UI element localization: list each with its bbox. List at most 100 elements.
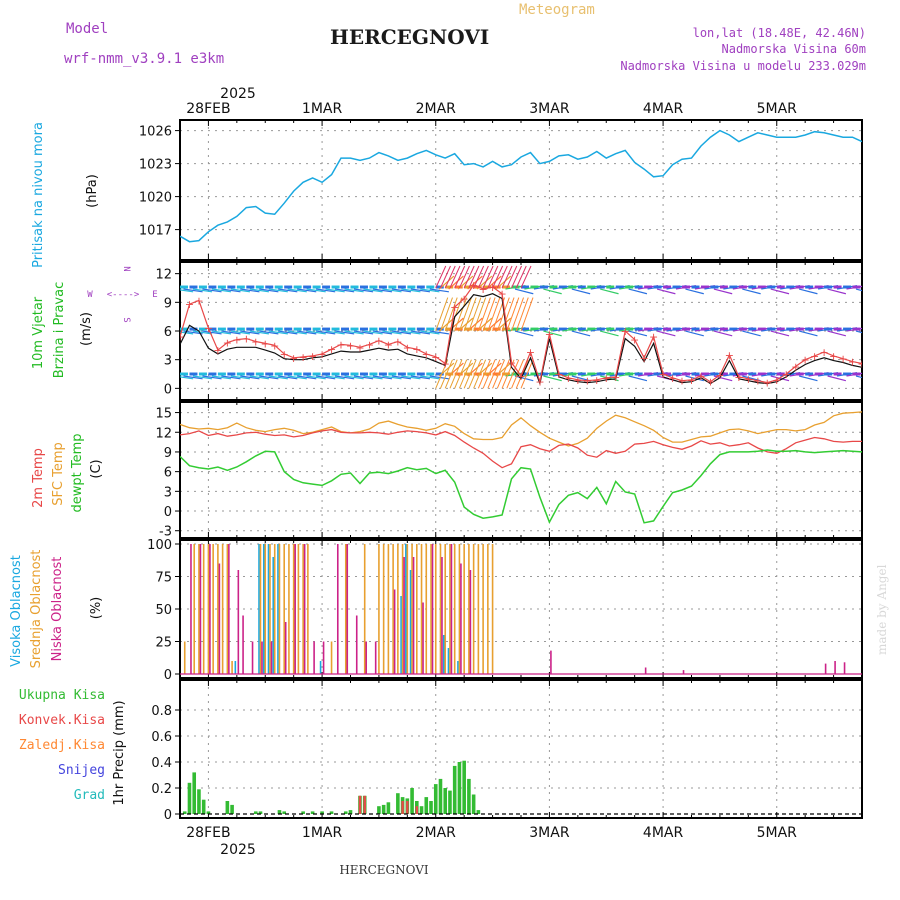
bottom-date-label: 4MAR <box>643 825 684 841</box>
wind-arrow <box>192 375 213 380</box>
wind-arrow <box>259 330 279 335</box>
sfc-temp-line <box>180 411 862 447</box>
wind-arrow <box>297 330 317 335</box>
precip-bar <box>410 788 414 814</box>
wind-speed-marker: + <box>422 348 431 361</box>
convective-bar <box>401 801 404 814</box>
y-tick-label: -3 <box>159 525 172 540</box>
wind-hatch <box>440 265 451 289</box>
y-tick-label: 1020 <box>139 191 172 206</box>
wind-speed-marker: + <box>640 352 649 365</box>
precip-bar <box>433 784 438 814</box>
wind-speed-marker: + <box>223 336 232 349</box>
wind-speed-marker: + <box>810 350 819 363</box>
wind-hatch <box>454 297 468 332</box>
wind-speed-marker: + <box>782 368 791 381</box>
wind-arrow <box>486 275 502 290</box>
convective-bar <box>358 795 362 814</box>
model-elevation: Nadmorska Visina u modelu 233.029m <box>620 59 866 73</box>
cloud-panel: 0 25 50 75 100 <box>147 538 863 683</box>
wind-speed-marker: + <box>374 335 383 348</box>
legend-zaledj: Zaledj.Kisa <box>19 738 105 753</box>
wind-speed-marker: + <box>734 371 743 384</box>
top-date-label: 5MAR <box>757 101 798 117</box>
wind-arrow <box>742 288 761 295</box>
wind-arrow <box>799 288 818 295</box>
wind-hatch <box>444 265 456 289</box>
panel-clip-group: ++ ++++ + + + + ++ + + + + + + + + + + + + + + + +++++ + +++++++… <box>180 265 862 390</box>
y-tick-label: 12 <box>155 268 172 283</box>
wind-arrow <box>855 288 862 292</box>
wind-hatch <box>501 359 515 389</box>
wind-speed-marker: + <box>535 376 544 389</box>
precip-bar <box>386 802 391 814</box>
cloud-low-title: Niska Oblacnost <box>50 557 65 662</box>
wind-hatch <box>511 265 522 289</box>
y-tick-label: 15 <box>155 407 172 422</box>
wind-arrow <box>268 330 288 335</box>
wind-speed-marker: + <box>772 374 781 387</box>
wind-speed-marker: + <box>289 352 298 365</box>
wind-speed-marker: + <box>602 372 611 385</box>
precip-bar <box>277 810 282 814</box>
wind-hatch <box>487 265 499 289</box>
wind-hatch <box>515 265 527 289</box>
y-tick-label: 9 <box>164 446 172 461</box>
wind-arrow <box>249 288 270 293</box>
wind-arrow <box>211 330 232 335</box>
wind-arrow <box>543 330 562 337</box>
wind-hatch <box>444 359 458 389</box>
wind-speed-marker: + <box>649 331 658 344</box>
y-tick-label: 0 <box>164 808 172 823</box>
wind-arrow <box>268 288 288 293</box>
wind-arrow <box>287 288 307 293</box>
precip-bar <box>343 811 348 814</box>
y-tick-label: 0 <box>164 668 172 683</box>
wind-arrow <box>344 330 364 335</box>
wind-arrow <box>268 375 288 380</box>
wind-speed-marker: + <box>403 341 412 354</box>
wind-arrow <box>628 288 648 295</box>
wind-hatch <box>496 359 510 389</box>
wind-speed-marker: + <box>185 298 194 311</box>
precip-unit: 1hr Precip (mm) <box>112 700 127 805</box>
wind-arrow <box>334 375 355 380</box>
wind-speed-marker: + <box>554 368 563 381</box>
compass-south: S <box>121 317 131 322</box>
wind-speed-marker: + <box>299 351 308 364</box>
wind-speed-marker: + <box>791 360 800 373</box>
wind-arrow <box>325 288 345 293</box>
wind-arrow <box>192 330 213 335</box>
top-date-label: 3MAR <box>529 101 570 117</box>
wind-speed-marker: + <box>242 333 251 346</box>
precip-bar <box>452 765 457 814</box>
wind-arrow <box>656 330 676 337</box>
top-year-label: 2025 <box>220 86 256 102</box>
cloud-unit: (%) <box>89 597 104 620</box>
wind-arrow <box>855 375 862 379</box>
wind-hatch <box>496 297 510 332</box>
wind-arrow <box>325 330 345 335</box>
wind-arrow <box>315 375 336 380</box>
wind-arrow <box>259 288 279 293</box>
wind-speed-marker: + <box>801 354 810 367</box>
wind-hatch <box>492 265 504 289</box>
wind-arrow <box>221 330 241 335</box>
precip-bar <box>429 801 433 814</box>
wind-arrow <box>382 330 402 335</box>
wind-speed-marker: + <box>251 336 260 349</box>
station-coords: lon,lat (18.48E, 42.46N) <box>693 26 866 40</box>
wind-arrow <box>240 288 260 293</box>
wind-arrow <box>249 375 270 380</box>
precip-bar <box>443 788 448 814</box>
wind-arrow <box>372 375 393 380</box>
wind-speed-marker: + <box>687 374 696 387</box>
wind-hatch <box>487 359 501 389</box>
wind-speed-marker: + <box>838 353 847 366</box>
wind-arrow <box>770 330 790 337</box>
wind-arrow <box>353 330 374 335</box>
wind-arrow <box>628 330 648 337</box>
wind-hatch <box>435 265 447 289</box>
